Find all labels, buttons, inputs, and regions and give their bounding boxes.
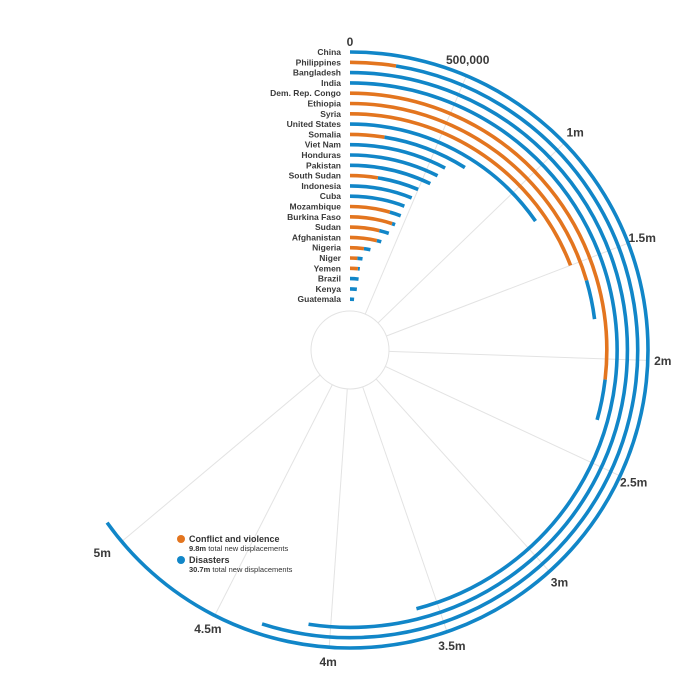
grid-lines bbox=[121, 75, 648, 648]
legend-swatch-disasters bbox=[177, 556, 185, 564]
country-label-kenya: Kenya bbox=[315, 284, 341, 294]
legend-text: total new displacements bbox=[210, 565, 292, 574]
grid-line-6 bbox=[375, 378, 550, 572]
legend-title-conflict: Conflict and violence bbox=[189, 534, 280, 544]
bar-conflict-philippines bbox=[349, 60, 397, 68]
legend-value: 30.7m bbox=[189, 565, 211, 574]
grid-line-7 bbox=[362, 386, 448, 632]
country-label-sudan: Sudan bbox=[315, 222, 341, 232]
country-label-guatemala: Guatemala bbox=[298, 294, 342, 304]
bars bbox=[105, 50, 650, 650]
scale-label-10: 5m bbox=[94, 546, 111, 560]
bar-disasters-india bbox=[349, 81, 619, 611]
bar-disasters-mozambique bbox=[389, 210, 402, 218]
country-label-mozambique: Mozambique bbox=[290, 202, 342, 212]
legend-swatch-conflict bbox=[177, 535, 185, 543]
scale-label-5: 2.5m bbox=[620, 475, 647, 489]
country-label-indonesia: Indonesia bbox=[301, 181, 341, 191]
bar-conflict-somalia bbox=[349, 132, 385, 139]
bar-disasters-united-states bbox=[349, 122, 537, 223]
grid-line-4 bbox=[388, 350, 648, 361]
bar-disasters-afghanistan bbox=[376, 238, 382, 244]
country-label-brazil: Brazil bbox=[318, 274, 341, 284]
bar-disasters-sudan bbox=[378, 228, 390, 236]
grid-line-10 bbox=[121, 374, 321, 542]
country-label-niger: Niger bbox=[319, 253, 341, 263]
bar-disasters-china bbox=[105, 50, 650, 650]
bar-disasters-burkina-faso bbox=[391, 221, 396, 227]
legend-subtitle-disasters: 30.7m total new displacements bbox=[189, 565, 293, 574]
bar-disasters-ethiopia bbox=[584, 279, 597, 320]
country-label-viet-nam: Viet Nam bbox=[305, 140, 342, 150]
country-label-south-sudan: South Sudan bbox=[289, 171, 341, 181]
bar-conflict-dem-rep-congo bbox=[349, 91, 609, 380]
grid-line-3 bbox=[386, 242, 629, 337]
scale-label-7: 3.5m bbox=[438, 639, 465, 653]
scale-label-2: 1m bbox=[566, 126, 583, 140]
country-label-india: India bbox=[321, 78, 341, 88]
bar-disasters-brazil bbox=[349, 276, 359, 281]
scale-label-3: 1.5m bbox=[629, 231, 656, 245]
legend-text: total new displacements bbox=[206, 544, 288, 553]
bar-disasters-viet-nam bbox=[349, 142, 446, 170]
legend-subtitle-conflict: 9.8m total new displacements bbox=[189, 544, 288, 553]
grid-line-9 bbox=[214, 384, 333, 616]
bar-disasters-dem-rep-congo bbox=[595, 379, 607, 421]
country-label-china: China bbox=[317, 47, 341, 57]
country-label-ethiopia: Ethiopia bbox=[307, 99, 341, 109]
bar-disasters-niger bbox=[357, 256, 363, 261]
country-label-yemen: Yemen bbox=[314, 263, 341, 273]
country-label-somalia: Somalia bbox=[308, 129, 341, 139]
grid-line-1 bbox=[364, 75, 467, 315]
center-hub bbox=[310, 310, 390, 390]
bar-disasters-pakistan bbox=[349, 163, 432, 186]
scale-label-4: 2m bbox=[654, 354, 671, 368]
scale-label-8: 4m bbox=[319, 655, 336, 669]
bar-disasters-bangladesh bbox=[308, 70, 630, 630]
grid-line-2 bbox=[377, 142, 565, 324]
bar-disasters-south-sudan bbox=[377, 176, 419, 192]
bar-conflict-burkina-faso bbox=[349, 215, 393, 226]
bar-disasters-cuba bbox=[349, 194, 405, 208]
bar-disasters-philippines bbox=[261, 64, 640, 640]
bar-conflict-ethiopia bbox=[349, 101, 589, 281]
country-label-pakistan: Pakistan bbox=[306, 160, 341, 170]
scale-labels: 0 500,000 1m 1.5m 2m 2.5m 3m 3.5m 4m 4.5m 5m bbox=[94, 35, 672, 669]
country-label-afghanistan: Afghanistan bbox=[292, 232, 341, 242]
scale-label-6: 3m bbox=[551, 576, 568, 590]
country-label-honduras: Honduras bbox=[301, 150, 341, 160]
country-label-cuba: Cuba bbox=[320, 191, 342, 201]
legend-value: 9.8m bbox=[189, 544, 206, 553]
scale-label-1: 500,000 bbox=[446, 53, 490, 67]
bar-conflict-sudan bbox=[349, 225, 380, 233]
bar-conflict-afghanistan bbox=[349, 235, 378, 243]
bar-disasters-somalia bbox=[384, 135, 466, 170]
grid-line-5 bbox=[385, 366, 621, 477]
legend-title-disasters: Disasters bbox=[189, 555, 230, 565]
scale-label-0: 0 bbox=[347, 35, 354, 49]
country-label-dem-rep-congo: Dem. Rep. Congo bbox=[270, 88, 341, 98]
grid-line-8 bbox=[328, 388, 348, 648]
country-label-syria: Syria bbox=[320, 109, 341, 119]
country-label-philippines: Philippines bbox=[296, 57, 342, 67]
country-label-nigeria: Nigeria bbox=[312, 243, 341, 253]
bar-disasters-honduras bbox=[349, 153, 439, 178]
scale-label-9: 4.5m bbox=[194, 622, 221, 636]
country-label-bangladesh: Bangladesh bbox=[293, 68, 341, 78]
country-label-united-states: United States bbox=[287, 119, 342, 129]
bar-conflict-nigeria bbox=[349, 245, 365, 251]
bar-disasters-nigeria bbox=[363, 246, 371, 252]
bar-conflict-south-sudan bbox=[349, 173, 379, 180]
bar-conflict-mozambique bbox=[349, 204, 391, 214]
country-label-burkina-faso: Burkina Faso bbox=[287, 212, 341, 222]
bar-conflict-syria bbox=[349, 112, 573, 266]
bar-disasters-indonesia bbox=[349, 184, 413, 200]
